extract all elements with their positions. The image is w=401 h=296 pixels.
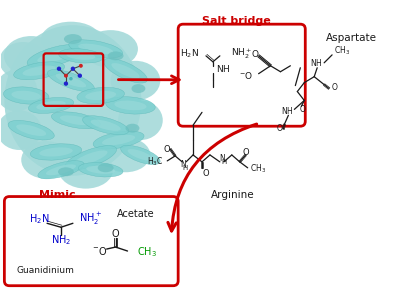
Text: $\mathsf{O}$: $\mathsf{O}$ [111,227,120,239]
Text: Acetate: Acetate [116,209,154,219]
Ellipse shape [78,44,113,54]
Ellipse shape [8,120,54,140]
Ellipse shape [0,110,42,150]
Text: $\mathsf{NH_2^+}$: $\mathsf{NH_2^+}$ [230,47,251,61]
Ellipse shape [93,131,144,149]
Text: $\mathsf{NH}$: $\mathsf{NH}$ [309,57,321,68]
Ellipse shape [51,112,100,129]
Ellipse shape [41,22,100,56]
Text: $\mathsf{H}$: $\mathsf{H}$ [220,157,227,166]
Ellipse shape [60,115,91,125]
Ellipse shape [39,147,73,157]
Text: $\mathsf{O}$: $\mathsf{O}$ [251,48,259,59]
Ellipse shape [107,52,123,60]
Ellipse shape [55,74,86,87]
Circle shape [79,64,83,68]
Ellipse shape [78,163,123,177]
Text: $\mathsf{NH_2^+}$: $\mathsf{NH_2^+}$ [79,211,101,227]
Text: $\mathsf{^{-}O}$: $\mathsf{^{-}O}$ [92,245,107,257]
Text: $\mathsf{NH}$: $\mathsf{NH}$ [215,63,229,74]
Ellipse shape [85,91,116,100]
Text: $\mathsf{N}$: $\mathsf{N}$ [179,158,186,169]
Circle shape [77,73,82,78]
Ellipse shape [97,163,113,172]
Circle shape [57,67,61,71]
Ellipse shape [0,42,47,80]
Ellipse shape [4,87,49,104]
Text: $\mathsf{O}$: $\mathsf{O}$ [275,122,283,133]
Circle shape [64,74,68,78]
Text: $\mathsf{NH_2}$: $\mathsf{NH_2}$ [51,233,71,247]
Ellipse shape [28,97,73,113]
Text: $\mathsf{CH_3}$: $\mathsf{CH_3}$ [137,245,157,259]
Text: Aspartate: Aspartate [325,33,376,43]
Ellipse shape [59,49,103,63]
Text: $\mathsf{O}$: $\mathsf{O}$ [330,81,338,92]
Text: $\mathsf{N}$: $\mathsf{N}$ [218,152,225,163]
Text: $\mathsf{CH_3}$: $\mathsf{CH_3}$ [249,163,265,175]
Ellipse shape [37,49,75,63]
Text: $\mathsf{^{-}O}$: $\mathsf{^{-}O}$ [238,70,252,81]
Text: $\mathsf{O}$: $\mathsf{O}$ [163,142,171,154]
Ellipse shape [127,149,153,161]
Ellipse shape [105,97,155,114]
Circle shape [71,67,75,71]
Ellipse shape [36,101,66,110]
Ellipse shape [86,166,115,174]
Ellipse shape [102,135,135,145]
Text: $\mathsf{NH}$: $\mathsf{NH}$ [280,105,293,116]
Ellipse shape [74,150,107,165]
Ellipse shape [69,40,122,58]
Ellipse shape [125,124,139,133]
Ellipse shape [83,30,138,68]
Ellipse shape [64,34,82,44]
Circle shape [64,81,68,86]
Text: Salt bridge: Salt bridge [202,16,270,26]
Ellipse shape [4,25,141,176]
Text: Mimic: Mimic [38,189,75,200]
Ellipse shape [22,65,55,76]
Ellipse shape [100,138,150,172]
Ellipse shape [16,124,46,136]
Ellipse shape [30,144,81,160]
Ellipse shape [120,145,160,165]
Ellipse shape [114,101,146,110]
Text: $\mathsf{CH_3}$: $\mathsf{CH_3}$ [333,45,349,57]
Ellipse shape [59,151,113,189]
Ellipse shape [47,70,94,92]
Ellipse shape [21,141,71,179]
Text: $\mathsf{O}$: $\mathsf{O}$ [241,147,249,157]
Ellipse shape [103,58,147,83]
Ellipse shape [91,120,120,131]
Ellipse shape [77,87,124,104]
Text: $\mathsf{H_2N}$: $\mathsf{H_2N}$ [180,48,198,60]
Ellipse shape [82,116,128,135]
Ellipse shape [0,70,37,111]
Text: $\mathsf{H}$: $\mathsf{H}$ [181,163,188,172]
Ellipse shape [4,36,59,76]
Ellipse shape [66,52,95,60]
Ellipse shape [110,61,160,100]
Text: $\mathsf{H_2N}$: $\mathsf{H_2N}$ [29,213,49,226]
Ellipse shape [27,44,85,67]
Text: $\mathsf{O}$: $\mathsf{O}$ [201,167,209,178]
Ellipse shape [65,146,116,170]
Ellipse shape [118,100,162,140]
Text: $\mathsf{O}$: $\mathsf{O}$ [299,103,306,114]
Text: $\mathsf{H_3C}$: $\mathsf{H_3C}$ [146,156,163,168]
Ellipse shape [131,84,145,93]
Ellipse shape [11,91,41,100]
Text: Arginine: Arginine [211,189,254,200]
Ellipse shape [38,161,84,179]
FancyBboxPatch shape [4,197,178,286]
Ellipse shape [46,164,76,175]
Ellipse shape [111,63,139,78]
Circle shape [69,77,73,81]
Text: Guanidinium: Guanidinium [16,266,74,275]
FancyBboxPatch shape [178,24,304,126]
Ellipse shape [14,62,65,80]
Ellipse shape [58,167,74,176]
